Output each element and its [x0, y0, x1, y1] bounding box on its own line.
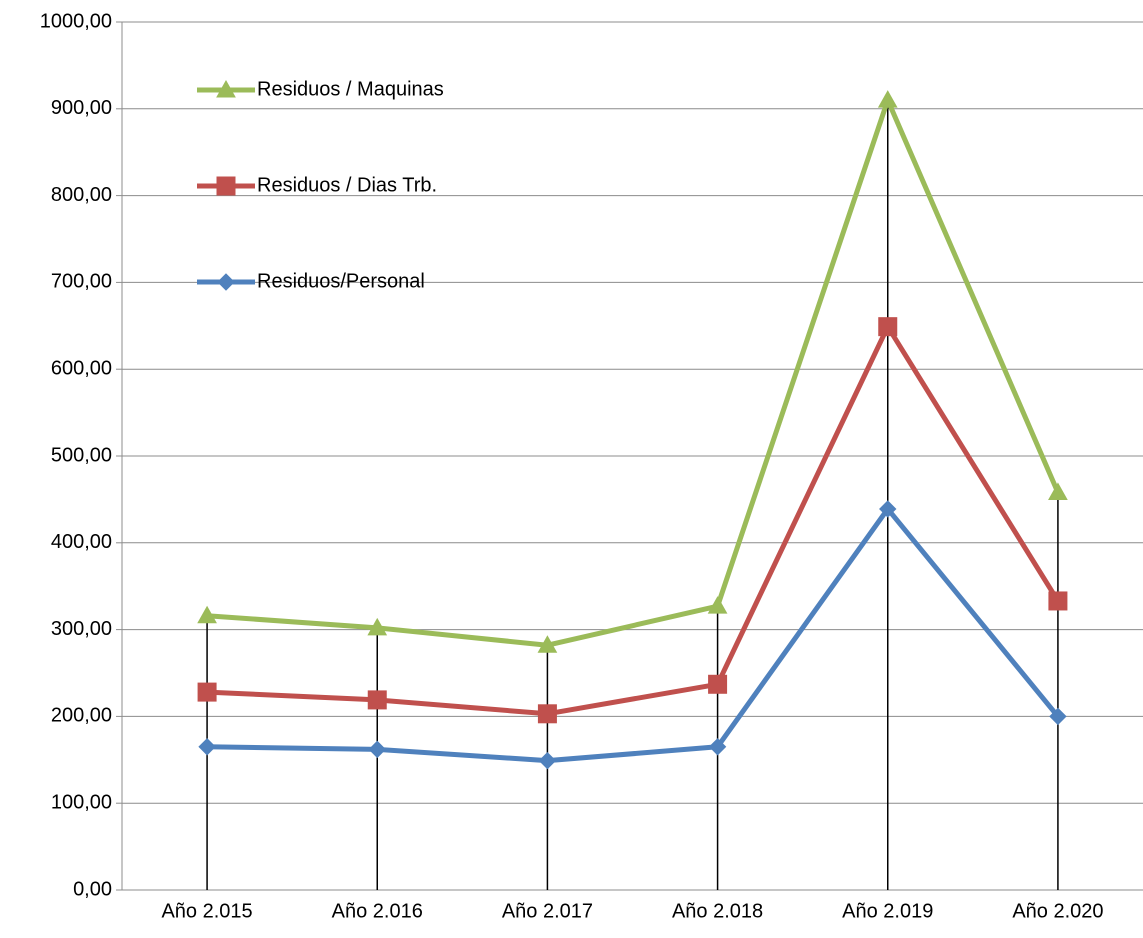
x-tick-label: Año 2.017: [502, 900, 593, 922]
x-tick-label: Año 2.016: [332, 900, 423, 922]
series-line: [207, 506, 1060, 764]
y-tick-label: 200,00: [51, 705, 112, 727]
data-point: [1048, 482, 1068, 500]
y-tick-label: 0,00: [73, 878, 112, 900]
legend-marker: [217, 273, 235, 291]
legend-label: Residuos / Maquinas: [257, 78, 444, 100]
data-point: [367, 690, 387, 710]
legend-marker: [216, 176, 236, 196]
y-tick-label: 600,00: [51, 357, 112, 379]
data-point: [537, 704, 557, 724]
y-tick-label: 300,00: [51, 618, 112, 640]
data-point: [538, 751, 557, 770]
x-tick-label: Año 2.015: [161, 900, 252, 922]
y-tick-label: 800,00: [51, 184, 112, 206]
data-point: [1048, 591, 1068, 611]
data-point: [197, 682, 217, 702]
y-tick-label: 100,00: [51, 791, 112, 813]
legend-label: Residuos/Personal: [257, 270, 425, 292]
data-point: [198, 738, 216, 756]
x-tick-label: Año 2.019: [842, 900, 933, 922]
data-point: [707, 596, 728, 614]
x-tick-label: Año 2.018: [672, 900, 763, 922]
data-point: [879, 500, 897, 518]
data-point: [708, 738, 727, 756]
data-point: [1049, 707, 1067, 726]
data-point: [368, 740, 386, 759]
y-tick-label: 500,00: [51, 444, 112, 466]
y-tick-label: 700,00: [51, 271, 112, 293]
data-point: [197, 605, 217, 624]
data-point: [367, 617, 388, 636]
data-point: [877, 90, 898, 108]
series-line: [206, 97, 1061, 648]
series-line: [206, 324, 1061, 717]
data-point: [537, 635, 558, 653]
y-tick-label: 900,00: [51, 97, 112, 119]
legend-label: Residuos / Dias Trb.: [257, 174, 437, 196]
x-tick-label: Año 2.020: [1012, 900, 1103, 922]
legend-marker: [216, 79, 236, 98]
y-tick-label: 400,00: [51, 531, 112, 553]
data-point: [878, 317, 898, 337]
y-tick-label: 1000,00: [40, 10, 112, 32]
data-point: [708, 674, 728, 694]
